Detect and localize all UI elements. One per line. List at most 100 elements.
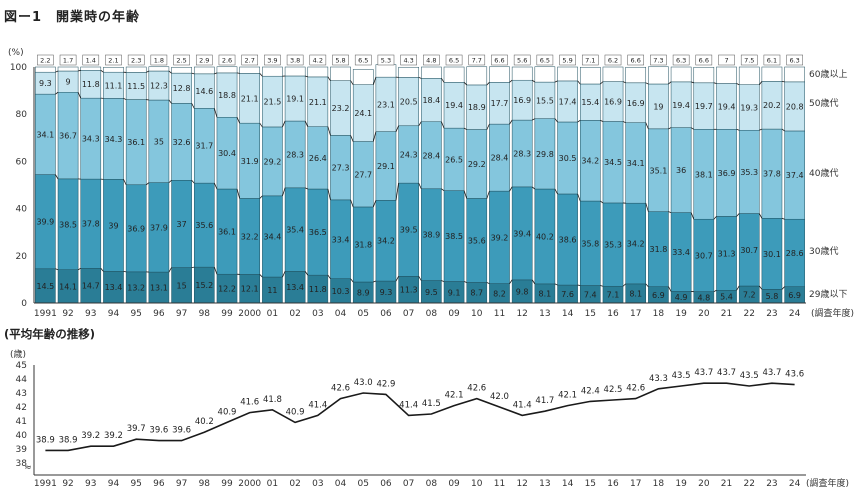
bar-seg-label-0-99: 12.2 xyxy=(218,285,236,294)
line-y-tick-44: 44 xyxy=(16,375,28,385)
bar-top-label-box-10 xyxy=(468,54,486,66)
bar-top-label-box-20 xyxy=(695,54,713,66)
bar-x-suffix: (調査年度) xyxy=(811,307,854,319)
bar-connector-2-23 xyxy=(577,119,581,123)
bar-seg-4-96 xyxy=(148,66,170,72)
bar-top-label-15: 7.1 xyxy=(585,57,595,65)
bar-top-label-23: 6.1 xyxy=(767,57,777,65)
bar-connector-3-28 xyxy=(691,81,694,84)
bar-x-tick-20: 20 xyxy=(698,309,710,319)
line-point-label-08: 41.5 xyxy=(422,399,441,409)
bar-connector-3-0 xyxy=(55,70,59,73)
line-point-label-97: 39.6 xyxy=(172,426,191,436)
bar-connector-2-11 xyxy=(304,120,309,127)
bar-seg-4-1991 xyxy=(35,66,56,73)
bar-seg-label-1-2000: 32.2 xyxy=(241,232,259,241)
bar-connector-1-23 xyxy=(577,193,581,202)
bar-connector-2-12 xyxy=(327,126,331,136)
bar-seg-label-2-22: 35.3 xyxy=(740,168,758,177)
bar-seg-label-2-95: 36.1 xyxy=(127,138,145,147)
bar-seg-label-3-97: 12.8 xyxy=(173,84,191,93)
bar-top-label-box-19 xyxy=(672,54,690,66)
bar-seg-label-3-03: 21.1 xyxy=(309,98,327,107)
bar-top-label-box-1991 xyxy=(37,54,54,66)
bar-connector-2-15 xyxy=(395,125,399,132)
bar-connector-0-18 xyxy=(463,281,467,283)
bar-seg-label-0-05: 8.9 xyxy=(357,288,370,297)
bar-top-label-09: 6.5 xyxy=(449,57,459,65)
bar-top-label-99: 2.6 xyxy=(222,57,232,65)
bar-connector-0-10 xyxy=(282,271,286,278)
bar-seg-label-0-06: 9.3 xyxy=(380,288,393,297)
bar-seg-4-02 xyxy=(284,66,306,77)
line-x-tick-15: 15 xyxy=(585,479,596,489)
line-point-label-21: 43.7 xyxy=(717,368,736,378)
bar-seg-label-0-04: 10.3 xyxy=(332,287,350,296)
bar-seg-label-1-92: 38.5 xyxy=(59,220,77,229)
line-x-tick-06: 06 xyxy=(380,479,392,489)
bar-connector-0-11 xyxy=(304,271,309,276)
bar-connector-3-20 xyxy=(509,79,513,83)
bar-x-tick-04: 04 xyxy=(335,309,347,319)
bar-connector-3-11 xyxy=(305,75,308,78)
bar-x-tick-23: 23 xyxy=(766,309,777,319)
bar-top-label-05: 6.5 xyxy=(358,57,368,65)
bar-seg-label-0-13: 8.1 xyxy=(539,289,552,298)
bar-connector-3-12 xyxy=(327,76,331,81)
bar-connector-0-12 xyxy=(327,274,331,279)
bar-top-label-box-96 xyxy=(150,54,168,66)
bar-top-label-box-02 xyxy=(286,54,304,66)
line-x-tick-07: 07 xyxy=(403,479,414,489)
bar-top-label-03: 4.2 xyxy=(313,57,323,65)
bar-top-label-box-07 xyxy=(400,54,417,66)
bar-connector-0-27 xyxy=(668,286,672,292)
bar-top-label-box-98 xyxy=(195,54,213,66)
line-point-label-19: 43.5 xyxy=(672,371,691,381)
bar-seg-4-24 xyxy=(784,66,805,83)
bar-seg-label-2-1991: 34.1 xyxy=(36,130,54,139)
bar-connector-3-23 xyxy=(577,80,581,85)
bar-x-tick-08: 08 xyxy=(426,309,438,319)
bar-y-tick-80: 80 xyxy=(16,110,28,120)
bar-seg-label-1-23: 30.1 xyxy=(763,250,781,259)
bar-connector-1-19 xyxy=(486,191,490,199)
bar-seg-4-22 xyxy=(738,66,760,85)
line-x-tick-14: 14 xyxy=(562,479,574,489)
bar-connector-2-31 xyxy=(759,128,763,131)
bar-top-label-box-15 xyxy=(581,54,599,66)
bar-connector-0-31 xyxy=(758,285,763,290)
bar-x-tick-05: 05 xyxy=(358,309,369,319)
line-axis-break: ≈ xyxy=(24,463,32,473)
bar-top-label-92: 1.7 xyxy=(63,57,73,65)
bar-seg-4-10 xyxy=(466,66,488,86)
bar-x-tick-97: 97 xyxy=(176,309,187,319)
bar-x-tick-19: 19 xyxy=(675,309,687,319)
bar-seg-label-0-16: 7.1 xyxy=(607,291,620,300)
bar-seg-label-1-99: 36.1 xyxy=(218,228,236,237)
bar-seg-label-2-21: 36.9 xyxy=(718,169,736,178)
bar-top-label-21: 7 xyxy=(724,57,728,65)
bar-seg-label-2-19: 36 xyxy=(676,166,686,175)
bar-x-tick-95: 95 xyxy=(130,309,141,319)
line-y-unit: (歳) xyxy=(10,348,26,360)
bar-seg-label-3-06: 23.1 xyxy=(377,100,395,109)
bar-x-tick-03: 03 xyxy=(312,309,323,319)
bar-seg-label-0-1991: 14.5 xyxy=(36,282,54,291)
bar-connector-1-24 xyxy=(600,200,604,204)
bar-seg-label-0-98: 15.2 xyxy=(195,281,213,290)
bar-seg-label-3-22: 19.3 xyxy=(740,103,758,112)
line-point-label-10: 42.6 xyxy=(467,384,486,394)
line-y-tick-40: 40 xyxy=(16,431,28,441)
line-x-tick-2000: 2000 xyxy=(238,479,261,489)
bar-connector-3-17 xyxy=(441,78,445,83)
bar-connector-3-14 xyxy=(372,77,377,85)
bar-top-label-16: 6.2 xyxy=(608,57,618,65)
average-age-title: (平均年齢の推移) xyxy=(4,327,96,341)
bar-seg-label-3-21: 19.4 xyxy=(718,102,736,111)
bar-connector-1-5 xyxy=(168,179,172,183)
bar-top-label-08: 4.8 xyxy=(426,57,436,65)
line-y-tick-45: 45 xyxy=(16,361,27,371)
line-x-tick-22: 22 xyxy=(744,479,755,489)
bar-connector-3-4 xyxy=(146,70,150,73)
bar-top-label-box-24 xyxy=(786,54,803,66)
